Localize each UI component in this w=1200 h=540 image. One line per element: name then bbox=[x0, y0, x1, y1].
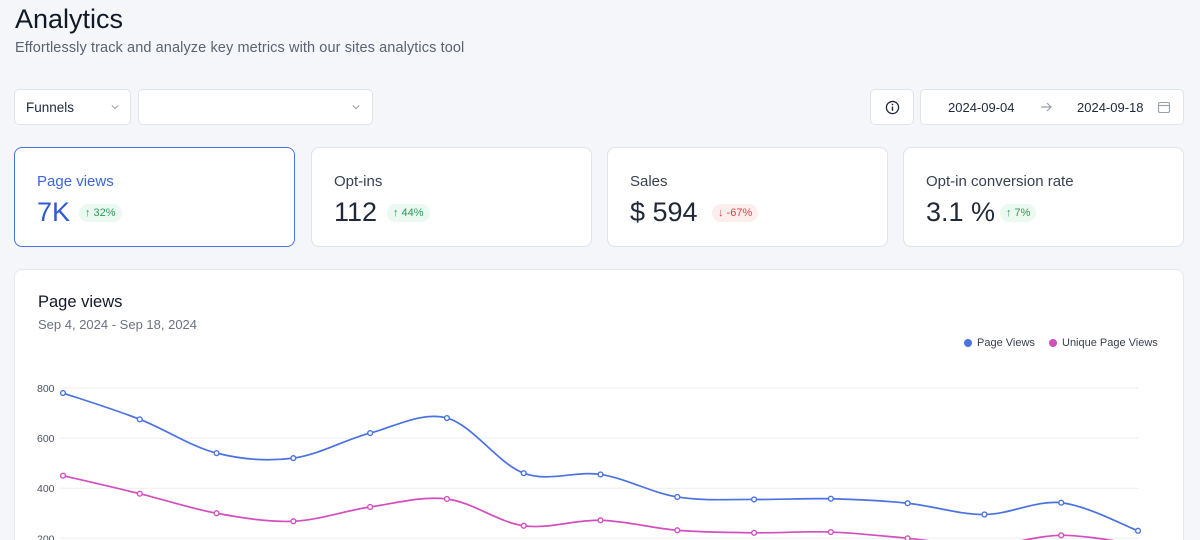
data-point[interactable] bbox=[1134, 527, 1142, 534]
info-button[interactable] bbox=[870, 89, 914, 125]
metric-card-page-views[interactable]: Page views 7K ↑ 32% bbox=[14, 147, 295, 247]
metric-label: Opt-ins bbox=[334, 173, 383, 190]
data-point[interactable] bbox=[827, 495, 834, 502]
metric-card-sales[interactable]: Sales $ 594 ↓ -67% bbox=[607, 147, 888, 247]
data-point[interactable] bbox=[597, 471, 604, 478]
data-point[interactable] bbox=[213, 510, 220, 517]
date-to[interactable]: 2024-09-18 bbox=[1077, 100, 1144, 115]
data-point[interactable] bbox=[59, 472, 67, 479]
change-badge: ↑ 7% bbox=[1000, 204, 1037, 222]
data-point[interactable] bbox=[213, 450, 220, 457]
metric-card-opt-ins[interactable]: Opt-ins 112 ↑ 44% bbox=[311, 147, 592, 247]
legend-label: Unique Page Views bbox=[1062, 337, 1158, 349]
legend-dot-icon bbox=[1049, 339, 1057, 347]
chevron-down-icon bbox=[111, 105, 119, 110]
data-point[interactable] bbox=[674, 527, 681, 534]
legend-dot-icon bbox=[964, 339, 972, 347]
data-point[interactable] bbox=[59, 389, 67, 397]
date-range-picker[interactable]: 2024-09-04 2024-09-18 bbox=[920, 89, 1184, 125]
y-tick-label: 800 bbox=[37, 383, 55, 395]
legend-label: Page Views bbox=[977, 337, 1035, 349]
info-icon bbox=[885, 100, 900, 115]
line-chart: 200 400 600 800 bbox=[37, 383, 1142, 540]
metric-card-conversion-rate[interactable]: Opt-in conversion rate 3.1 % ↑ 7% bbox=[903, 147, 1184, 247]
data-point[interactable] bbox=[597, 517, 604, 524]
chart-date-range: Sep 4, 2024 - Sep 18, 2024 bbox=[38, 317, 198, 332]
series-line-page-views bbox=[62, 392, 1139, 532]
series-line-unique-page-views bbox=[62, 474, 1115, 540]
data-point[interactable] bbox=[367, 429, 374, 437]
data-point[interactable] bbox=[1058, 532, 1065, 539]
metric-value: 3.1 % bbox=[926, 197, 996, 227]
chart-title: Page views bbox=[38, 293, 123, 311]
page-title: Analytics bbox=[15, 4, 124, 34]
data-point[interactable] bbox=[1058, 499, 1065, 506]
data-point[interactable] bbox=[443, 414, 451, 422]
change-badge: ↑ 44% bbox=[387, 204, 430, 222]
data-point[interactable] bbox=[750, 529, 758, 536]
chevron-down-icon bbox=[352, 105, 360, 110]
page-subtitle: Effortlessly track and analyze key metri… bbox=[15, 40, 465, 56]
y-tick-label: 400 bbox=[37, 483, 55, 495]
page-views-chart-panel: Page views Sep 4, 2024 - Sep 18, 2024 Pa… bbox=[14, 269, 1184, 540]
metric-label: Sales bbox=[630, 173, 668, 190]
legend-item-unique-page-views[interactable]: Unique Page Views bbox=[1049, 337, 1158, 349]
data-point[interactable] bbox=[290, 518, 297, 525]
data-point[interactable] bbox=[367, 503, 374, 511]
arrow-right-icon bbox=[1041, 102, 1052, 112]
date-from[interactable]: 2024-09-04 bbox=[948, 100, 1015, 115]
legend-item-page-views[interactable]: Page Views bbox=[964, 337, 1035, 349]
data-point[interactable] bbox=[136, 416, 143, 423]
secondary-select[interactable] bbox=[138, 89, 373, 125]
metric-value: 7K bbox=[37, 197, 71, 227]
change-badge: ↑ 32% bbox=[79, 204, 122, 222]
data-point[interactable] bbox=[520, 470, 527, 477]
funnel-select-label: Funnels bbox=[26, 100, 75, 115]
data-point[interactable] bbox=[904, 500, 911, 507]
metric-label: Page views bbox=[37, 173, 114, 190]
data-point[interactable] bbox=[290, 455, 297, 462]
data-point[interactable] bbox=[981, 511, 988, 518]
funnel-select[interactable]: Funnels bbox=[14, 89, 131, 125]
metric-value: 112 bbox=[334, 197, 378, 227]
y-tick-label: 200 bbox=[37, 533, 55, 540]
data-point[interactable] bbox=[674, 493, 681, 501]
data-point[interactable] bbox=[520, 522, 527, 529]
data-point[interactable] bbox=[827, 528, 834, 536]
data-point[interactable] bbox=[136, 490, 143, 497]
metric-label: Opt-in conversion rate bbox=[926, 173, 1074, 190]
data-point[interactable] bbox=[904, 535, 911, 540]
calendar-icon bbox=[1157, 101, 1171, 114]
metric-value: $ 594 bbox=[630, 197, 698, 227]
y-tick-label: 600 bbox=[37, 433, 55, 445]
data-point[interactable] bbox=[750, 496, 758, 503]
change-badge: ↓ -67% bbox=[712, 204, 759, 222]
data-point[interactable] bbox=[443, 495, 451, 503]
